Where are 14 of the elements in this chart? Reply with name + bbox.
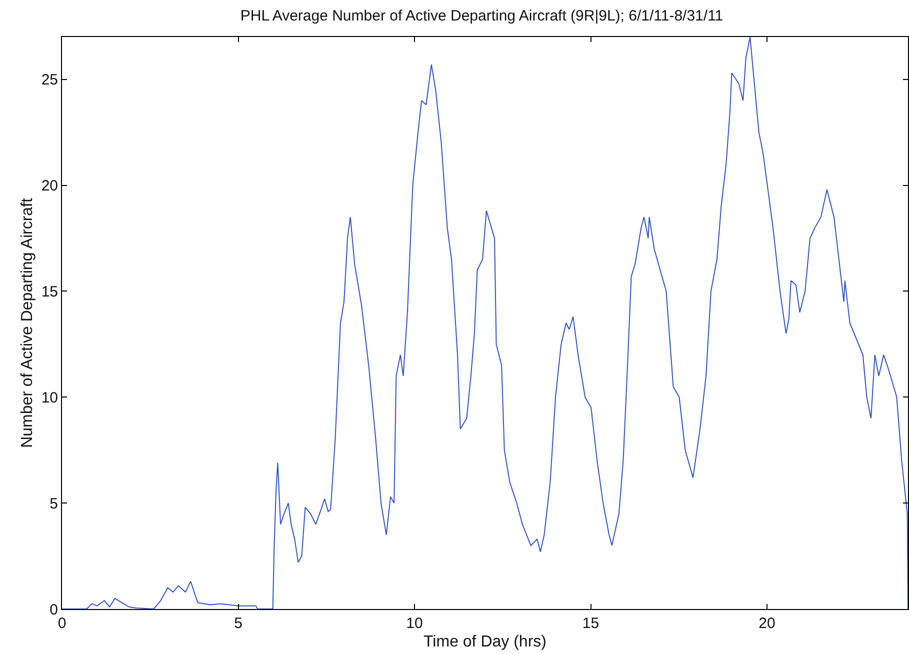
x-tick-label: 20 bbox=[758, 615, 776, 632]
y-tick-label: 10 bbox=[41, 389, 58, 406]
chart-title: PHL Average Number of Active Departing Aircraft (9R|9L); 6/1/11-8/31/11 bbox=[240, 7, 724, 24]
x-tick-label: 5 bbox=[234, 615, 242, 632]
y-tick-label: 25 bbox=[41, 72, 58, 89]
y-tick-label: 5 bbox=[50, 495, 58, 512]
x-tick-label: 15 bbox=[582, 615, 600, 632]
x-axis-title: Time of Day (hrs) bbox=[424, 634, 546, 651]
x-tick-label: 10 bbox=[406, 615, 423, 632]
y-tick-label: 15 bbox=[41, 283, 58, 300]
y-axis-title: Number of Active Departing Aircraft bbox=[19, 198, 36, 448]
y-tick-label: 20 bbox=[41, 178, 58, 195]
line-series bbox=[62, 37, 908, 609]
y-tick-label: 0 bbox=[50, 601, 58, 618]
